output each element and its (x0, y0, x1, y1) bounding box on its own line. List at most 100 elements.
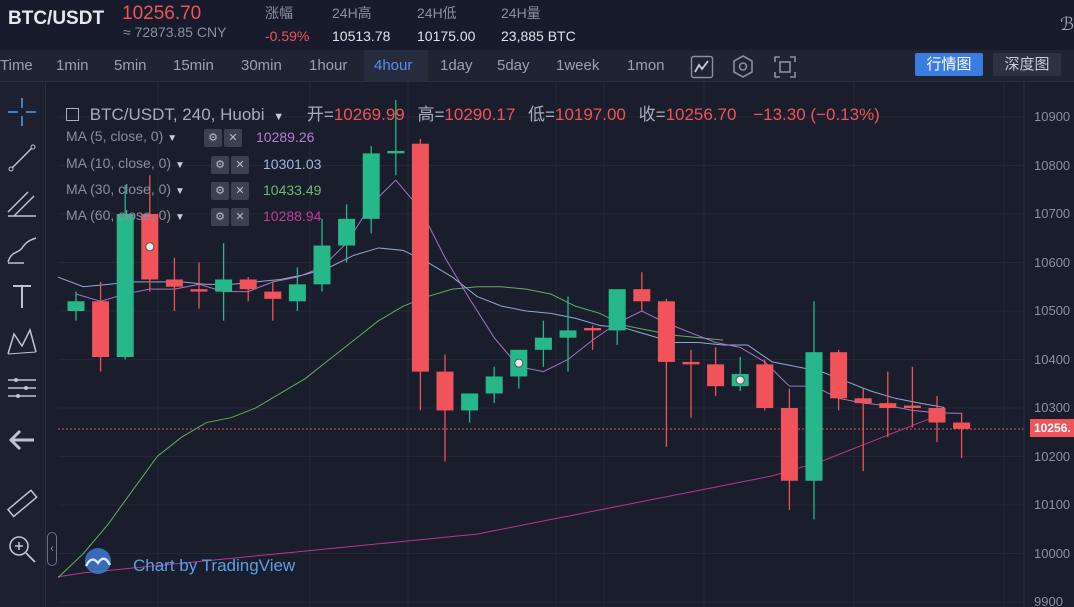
close-icon[interactable]: ✕ (231, 156, 249, 174)
candle-up (805, 301, 823, 520)
measure-lines-icon[interactable] (4, 370, 40, 406)
ma60-legend[interactable]: MA (60, close, 0) ▼ ⚙ ✕ 10288.94 (66, 207, 366, 227)
high-value: 10290.17 (444, 105, 516, 124)
candle-down (584, 325, 602, 350)
candle-down (879, 371, 897, 438)
pattern-icon[interactable] (4, 324, 40, 360)
candle-down (239, 277, 257, 302)
trendline-icon[interactable] (4, 140, 40, 176)
candle-body (239, 279, 257, 290)
candle-down (682, 349, 700, 418)
quote-chart-button[interactable]: 行情图 (915, 53, 983, 76)
timeframe-15min[interactable]: 15min (173, 57, 214, 74)
settings-icon[interactable]: ⚙ (211, 182, 229, 200)
candle-body (461, 393, 479, 411)
timeframe-1day[interactable]: 1day (440, 57, 473, 74)
crosshair-icon[interactable] (4, 94, 40, 130)
timeframe-5day[interactable]: 5day (497, 57, 530, 74)
tradingview-logo-icon[interactable] (80, 548, 120, 578)
candle-body (608, 289, 626, 331)
candle-down (953, 412, 971, 458)
pair-symbol[interactable]: BTC/USDT (8, 8, 105, 29)
screenshot-icon[interactable] (773, 55, 797, 79)
drawing-tools-rail (0, 82, 46, 607)
caret-down-icon[interactable]: ▼ (167, 133, 178, 144)
candle-up (534, 320, 552, 367)
timeframe-1week[interactable]: 1week (556, 57, 600, 74)
timeframe-5min[interactable]: 5min (114, 57, 147, 74)
close-value: 10256.70 (665, 105, 737, 124)
stat-value: -0.59% (265, 28, 310, 44)
candle-body (707, 364, 725, 387)
candle-up (313, 218, 331, 292)
ma30-legend[interactable]: MA (30, close, 0) ▼ ⚙ ✕ 10433.49 (66, 181, 366, 201)
candlestick-chart[interactable] (58, 82, 1074, 607)
candle-body (313, 245, 331, 285)
ma-value: 10288.94 (263, 208, 322, 224)
timeframe-4hour[interactable]: 4hour (364, 50, 428, 82)
stat-value: 10175.00 (417, 28, 476, 44)
candle-up (510, 349, 528, 389)
text-icon[interactable] (4, 278, 40, 314)
legend-collapse-icon[interactable] (66, 108, 79, 121)
ruler-icon[interactable] (4, 485, 40, 521)
ma-value: 10301.03 (263, 156, 322, 172)
depth-chart-button[interactable]: 深度图 (993, 53, 1061, 76)
timeframe-time[interactable]: Time (0, 57, 33, 74)
settings-icon[interactable]: ⚙ (211, 208, 229, 226)
tradingview-watermark[interactable]: Chart by TradingView (133, 556, 296, 575)
line-chart-icon[interactable] (690, 55, 714, 79)
candle-up (288, 267, 306, 311)
brush-icon[interactable] (4, 232, 40, 268)
timeframe-1mon[interactable]: 1mon (627, 57, 665, 74)
legend-caret-icon[interactable]: ▼ (273, 111, 285, 123)
hexagon-settings-icon[interactable] (731, 54, 755, 80)
candle-down (756, 359, 774, 411)
close-icon[interactable]: ✕ (224, 129, 242, 147)
candle-body (830, 352, 848, 399)
price-tick-label: 10700 (1034, 206, 1071, 221)
close-icon[interactable]: ✕ (231, 182, 249, 200)
caret-down-icon[interactable]: ▼ (175, 160, 185, 171)
stat-24h-low: 24H低 10175.00 (417, 3, 475, 44)
timeframe-1hour[interactable]: 1hour (309, 57, 348, 74)
collapse-toolbar-button[interactable]: ‹ (47, 532, 57, 566)
ma10-legend[interactable]: MA (10, close, 0) ▼ ⚙ ✕ 10301.03 (66, 155, 366, 175)
candle-up (485, 366, 503, 404)
ma5-legend[interactable]: MA (5, close, 0) ▼ ⚙ ✕ 10289.26 (66, 128, 366, 148)
stat-label: 涨幅 (265, 5, 293, 21)
candle-up (608, 289, 626, 345)
close-icon[interactable]: ✕ (231, 208, 249, 226)
ma-value: 10289.26 (256, 129, 315, 145)
brand-icon[interactable]: ℬ (1060, 14, 1074, 34)
ma-label: MA (60, close, 0) (66, 207, 172, 223)
ma-value: 10433.49 (263, 182, 322, 198)
candle-up (461, 393, 479, 423)
candle-down (436, 354, 454, 462)
candle-body (953, 422, 971, 429)
candle-down (264, 281, 282, 321)
candle-body (165, 279, 183, 287)
candle-body (657, 301, 675, 362)
candle-down (657, 298, 675, 447)
candle-body (411, 143, 429, 372)
back-arrow-icon[interactable] (4, 422, 40, 458)
timeframe-30min[interactable]: 30min (241, 57, 282, 74)
settings-icon[interactable]: ⚙ (204, 129, 222, 147)
stat-value: 10513.78 (332, 28, 391, 44)
fib-icon[interactable] (4, 186, 40, 222)
price-tick-label: 10200 (1034, 448, 1071, 464)
caret-down-icon[interactable]: ▼ (175, 212, 185, 223)
last-price: 10256.70 (122, 3, 202, 24)
ma10-line (58, 247, 945, 409)
caret-down-icon[interactable]: ▼ (175, 186, 185, 197)
timeframe-1min[interactable]: 1min (56, 57, 89, 74)
price-tick-label: 10400 (1034, 351, 1071, 367)
zoom-in-icon[interactable] (4, 531, 40, 567)
candle-body (190, 289, 208, 292)
settings-icon[interactable]: ⚙ (211, 156, 229, 174)
candle-body (67, 301, 85, 311)
candle-up (215, 243, 233, 321)
candle-up (67, 291, 85, 321)
legend-symbol[interactable]: BTC/USDT, 240, Huobi (89, 105, 265, 124)
